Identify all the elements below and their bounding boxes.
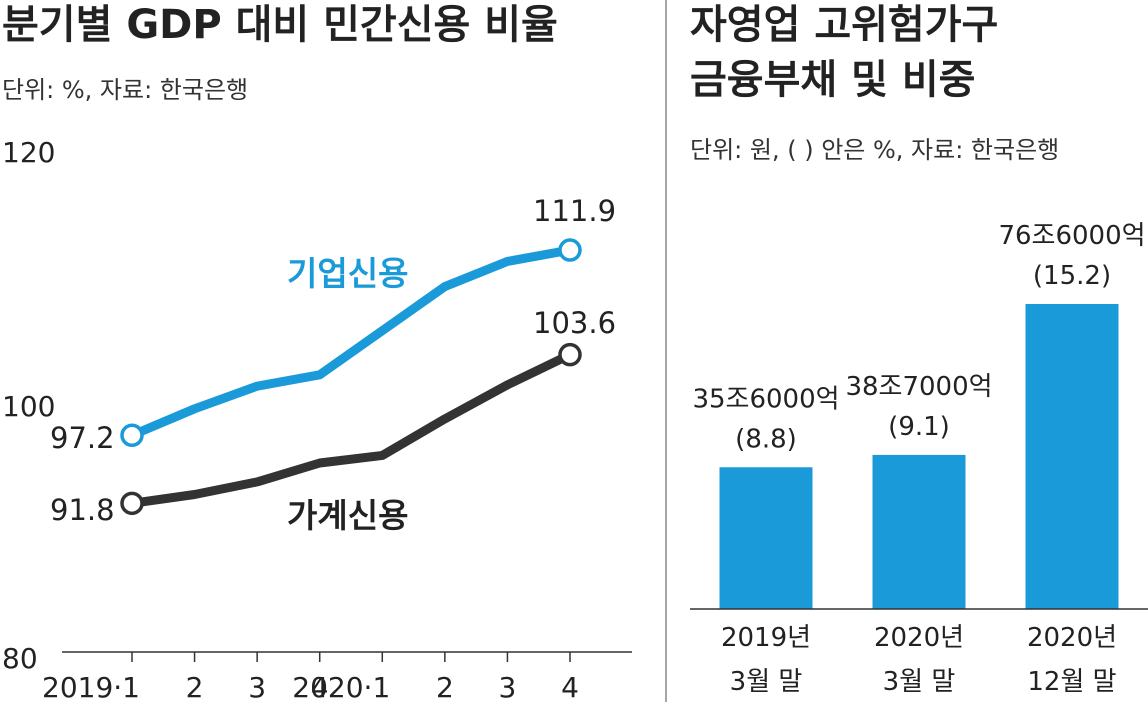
bar-ratio-label: (9.1) bbox=[888, 412, 950, 442]
x-tick-label: 2019·1 bbox=[42, 671, 140, 702]
series-line-corporate bbox=[130, 245, 571, 440]
bar-value-label: 38조7000억 bbox=[845, 372, 992, 402]
x-axis-ticks bbox=[131, 652, 571, 662]
bar-ratio-label: (15.2) bbox=[1033, 261, 1111, 291]
line-chart-subtitle: 단위: %, 자료: 한국은행 bbox=[2, 76, 248, 104]
bar-value-label: 35조6000억 bbox=[692, 384, 839, 414]
bar-chart-title-line2: 금융부채 및 비중 bbox=[690, 57, 975, 103]
x-tick-label: 3 bbox=[499, 671, 517, 702]
x-tick-label: 4 bbox=[561, 671, 579, 702]
bar-category-month: 3월 말 bbox=[730, 667, 803, 697]
bar bbox=[1025, 304, 1119, 609]
series-endpoint-marker bbox=[558, 342, 582, 367]
bar-chart-title-line1: 자영업 고위험가구 bbox=[690, 2, 998, 48]
bar-category-month: 3월 말 bbox=[883, 667, 956, 697]
household-first-value: 91.8 bbox=[50, 493, 115, 527]
x-tick-label: 2 bbox=[436, 671, 454, 702]
x-tick-label: 3 bbox=[248, 671, 266, 702]
x-tick-label: 2 bbox=[186, 671, 204, 702]
y-tick-120: 120 bbox=[2, 136, 55, 169]
bar-category-year: 2020년 bbox=[874, 623, 964, 653]
series-endpoint-marker bbox=[120, 491, 144, 516]
series-markers bbox=[120, 238, 582, 516]
bar-category-year: 2020년 bbox=[1027, 623, 1117, 653]
corporate-last-value: 111.9 bbox=[533, 194, 616, 228]
bar-chart-subtitle: 단위: 원, ( ) 안은 %, 자료: 한국은행 bbox=[690, 136, 1059, 164]
x-tick-label: 4 bbox=[311, 671, 329, 702]
series-endpoint-marker bbox=[558, 238, 582, 262]
bar-value-label: 76조6000억 bbox=[998, 221, 1145, 251]
series-label-corporate: 기업신용 bbox=[287, 254, 408, 293]
series-label-household: 가계신용 bbox=[287, 496, 408, 535]
bar bbox=[872, 454, 966, 609]
bar-category-year: 2019년 bbox=[721, 623, 811, 653]
bar-ratio-label: (8.8) bbox=[735, 424, 797, 454]
series-line-household bbox=[131, 350, 572, 508]
household-last-value: 103.6 bbox=[533, 306, 616, 340]
series-endpoint-marker bbox=[120, 423, 144, 448]
bar bbox=[719, 467, 813, 609]
corporate-first-value: 97.2 bbox=[50, 421, 115, 455]
x-tick-label: 2020·1 bbox=[292, 671, 390, 702]
y-tick-80: 80 bbox=[2, 642, 38, 675]
bar-category-month: 12월 말 bbox=[1027, 667, 1116, 697]
y-tick-100: 100 bbox=[2, 390, 55, 423]
bar-group: 35조6000억 (8.8) 2019년 3월 말 38조7000억 (9.1) 2020년… bbox=[692, 221, 1145, 697]
line-chart-title: 분기별 GDP 대비 민간신용 비율 bbox=[2, 2, 558, 48]
